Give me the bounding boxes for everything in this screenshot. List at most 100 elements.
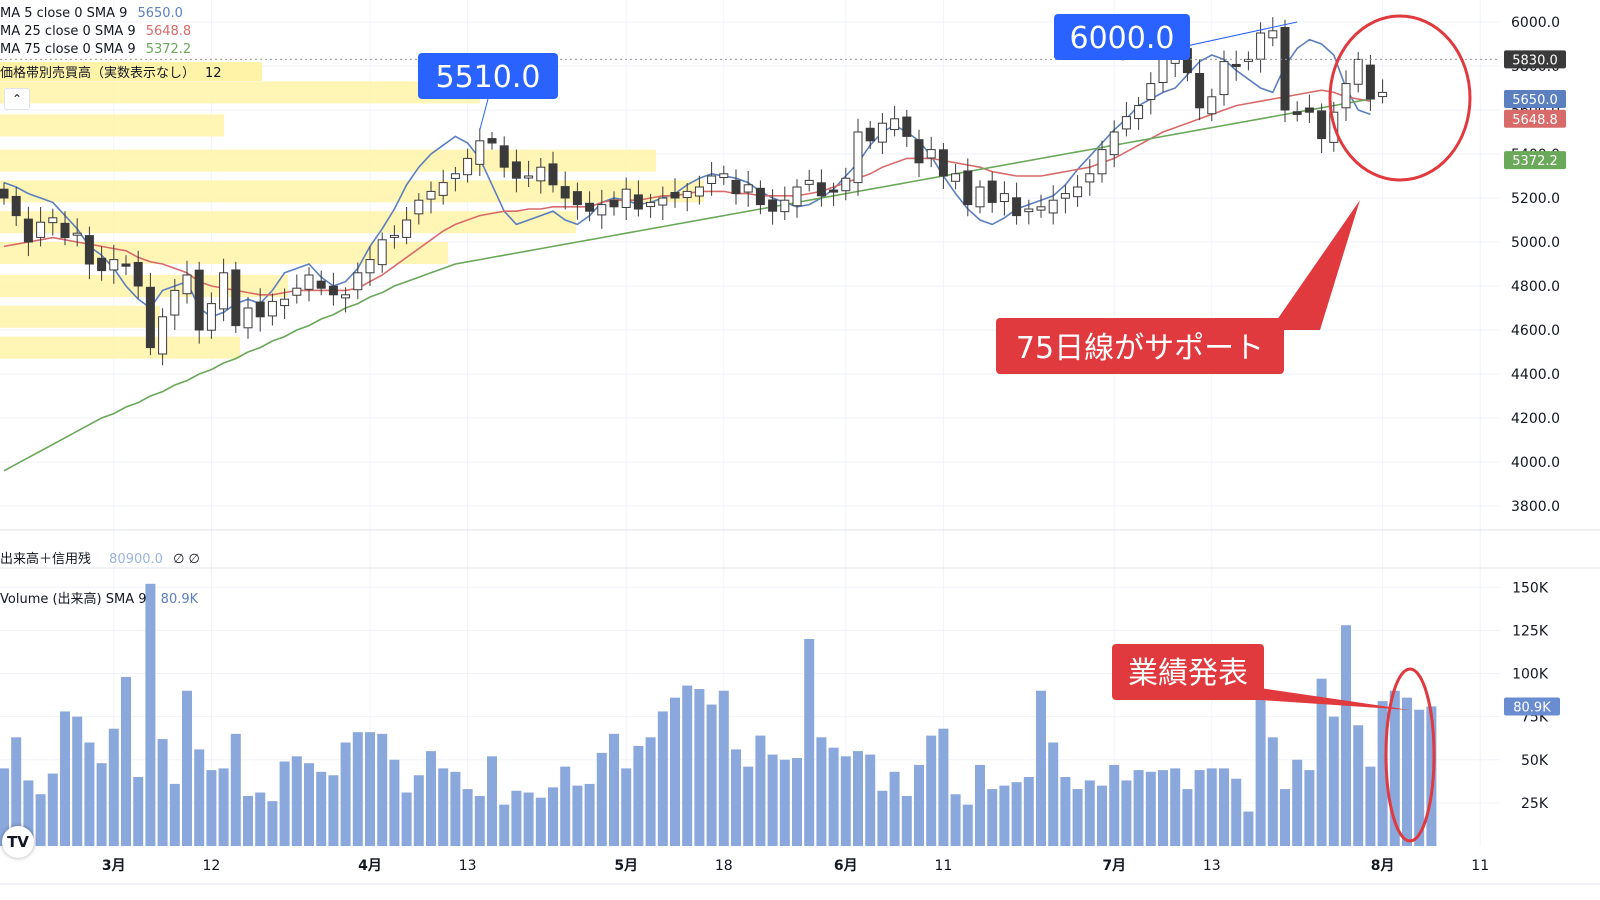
volume-bar <box>962 804 973 846</box>
legend-volume[interactable]: Volume (出来高) SMA 9 80.9K <box>0 588 198 607</box>
volume-bar <box>609 733 619 846</box>
volume-bar <box>743 766 754 846</box>
candle <box>963 170 973 206</box>
volume-bar <box>987 789 998 846</box>
volume-bar <box>1206 768 1217 846</box>
candle <box>463 157 473 176</box>
candle <box>1024 208 1034 213</box>
legend-volume-label: Volume (出来高) SMA 9 <box>0 592 147 607</box>
volume-bar <box>1194 770 1205 846</box>
peak-5510-label-box <box>418 53 558 99</box>
volume-bar <box>804 639 815 846</box>
volume-bar <box>1377 701 1388 846</box>
volume-bar <box>218 768 229 846</box>
legend-ma25-value: 5648.8 <box>145 24 192 39</box>
volume-bar <box>145 583 156 846</box>
candle <box>0 188 9 199</box>
volume-bar <box>755 735 766 846</box>
collapse-legend-button[interactable]: ⌃ <box>4 88 30 110</box>
x-tick-label: 12 <box>202 858 220 874</box>
volume-bar <box>1182 789 1193 846</box>
candle <box>1073 186 1083 198</box>
volume-bar <box>133 777 144 846</box>
volume-bar <box>914 764 924 846</box>
candle <box>1012 197 1022 217</box>
volume-bar <box>645 737 656 846</box>
legend-ma5[interactable]: MA 5 close 0 SMA 9 5650.0 <box>0 6 183 21</box>
candle <box>780 199 790 213</box>
legend-margin-extra: ∅ ∅ <box>173 552 200 567</box>
candle <box>1048 199 1058 214</box>
volume-bar <box>1280 789 1290 846</box>
candle <box>243 307 253 329</box>
candle <box>1134 105 1144 120</box>
candle <box>707 175 717 184</box>
volume-bar <box>950 794 961 846</box>
candle <box>316 280 326 289</box>
volume-bar <box>316 771 327 846</box>
volume-bar <box>1036 690 1046 846</box>
volume-bar <box>548 787 558 846</box>
volume-bar <box>389 759 400 846</box>
volume-tick-label: 150K <box>1512 580 1549 596</box>
support-box <box>996 318 1284 374</box>
candle <box>1378 91 1388 98</box>
volume-bar <box>511 790 522 846</box>
volume-bar <box>889 771 900 846</box>
volume-bar <box>267 801 278 846</box>
volume-bar <box>1341 625 1351 846</box>
volume-bar <box>1158 770 1168 846</box>
volume-tick-label: 125K <box>1512 623 1549 639</box>
volume-bar <box>96 763 107 846</box>
volume-bar <box>243 795 253 846</box>
ma-line-ma75 <box>3 98 1371 472</box>
candle <box>670 192 680 199</box>
candle <box>133 261 143 287</box>
volume-bars <box>0 583 1437 846</box>
volume-bar <box>584 783 595 846</box>
legend-volume-profile-value: 12 <box>205 66 222 81</box>
volume-bar <box>901 795 912 846</box>
volume-bar <box>840 756 851 846</box>
candle <box>389 234 399 238</box>
legend-volume-value: 80.9K <box>160 592 199 607</box>
volume-bar <box>108 728 119 846</box>
candle <box>877 122 887 143</box>
x-tick-label: 11 <box>1471 858 1489 874</box>
support-label: 75日線がサポート <box>1016 331 1264 366</box>
volume-bar <box>438 768 449 846</box>
volume-bar <box>1170 768 1181 846</box>
legend-volume-profile[interactable]: 価格帯別売買高（実数表示なし） 12 <box>0 62 262 81</box>
candle <box>999 193 1009 203</box>
legend-ma25[interactable]: MA 25 close 0 SMA 9 5648.8 <box>0 24 191 39</box>
volume-bar <box>352 732 363 846</box>
candle <box>170 289 180 316</box>
candle <box>145 286 155 349</box>
legend-ma75[interactable]: MA 75 close 0 SMA 9 5372.2 <box>0 42 191 57</box>
volume-bar <box>255 792 266 846</box>
candle <box>23 218 33 243</box>
candle <box>987 180 997 203</box>
profile-bar <box>0 305 160 328</box>
legend-margin[interactable]: 出来高＋信用残 80900.0 ∅ ∅ <box>0 548 200 567</box>
candle <box>1109 131 1119 156</box>
volume-bar <box>1389 690 1400 846</box>
volume-bar <box>401 792 412 846</box>
tradingview-logo-icon[interactable]: TV <box>2 826 34 858</box>
candle <box>158 316 168 355</box>
volume-bar <box>1365 766 1376 846</box>
earnings-circle <box>1384 667 1436 843</box>
candle <box>829 189 839 193</box>
candle <box>487 138 497 144</box>
volume-price-label-bg <box>1504 697 1560 716</box>
x-tick-label: 13 <box>1203 858 1221 874</box>
candle <box>353 272 363 291</box>
volume-bar <box>1097 785 1107 846</box>
x-tick-label: 4月 <box>358 858 382 874</box>
volume-bar <box>706 704 717 846</box>
candle <box>1268 30 1278 39</box>
ma25-price-label-bg <box>1504 109 1566 128</box>
legend-ma75-label: MA 75 close 0 SMA 9 <box>0 42 136 57</box>
